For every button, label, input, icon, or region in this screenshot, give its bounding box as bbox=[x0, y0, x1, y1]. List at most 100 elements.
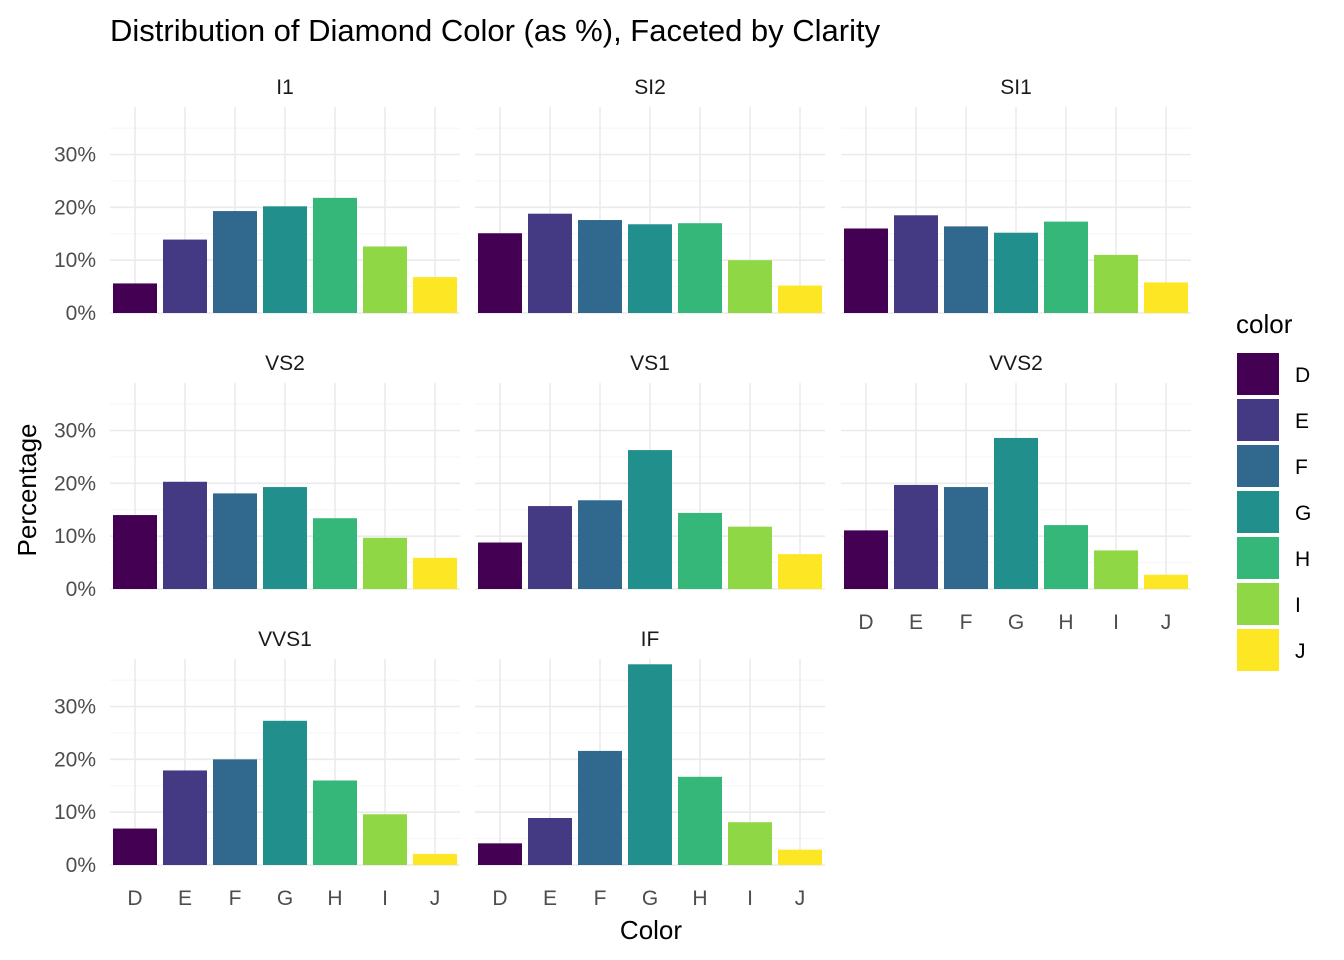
x-tick-label: J bbox=[795, 887, 806, 910]
y-tick-label: 30% bbox=[54, 144, 96, 167]
bar-vvs1-j bbox=[413, 853, 457, 865]
y-tick-label: 10% bbox=[54, 525, 96, 548]
bar-vvs1-h bbox=[313, 780, 357, 865]
chart-title: Distribution of Diamond Color (as %), Fa… bbox=[110, 13, 881, 48]
bar-i1-d bbox=[113, 283, 157, 313]
bar-si1-g bbox=[994, 232, 1038, 313]
facet-label: VS1 bbox=[630, 352, 670, 375]
bar-vvs1-d bbox=[113, 828, 157, 865]
x-tick-label: E bbox=[178, 887, 192, 910]
bar-if-j bbox=[778, 849, 822, 865]
legend-key-i bbox=[1237, 583, 1279, 625]
facet-label: VS2 bbox=[265, 352, 305, 375]
x-tick-label: F bbox=[594, 887, 607, 910]
bar-si1-j bbox=[1144, 282, 1188, 313]
bar-vs1-g bbox=[628, 450, 672, 589]
legend-key-g bbox=[1237, 491, 1279, 533]
bar-vvs2-f bbox=[944, 487, 988, 589]
facet-panel-vvs1: VVS1 0% 10% 20% 30% D E F G H I J bbox=[54, 628, 460, 910]
bar-vs1-h bbox=[678, 512, 722, 589]
legend-key-d bbox=[1237, 353, 1279, 395]
facet-label: VVS1 bbox=[258, 628, 312, 651]
legend-key-h bbox=[1237, 537, 1279, 579]
bar-vs1-j bbox=[778, 554, 822, 589]
bar-si2-j bbox=[778, 285, 822, 313]
x-tick-label: D bbox=[127, 887, 142, 910]
legend-title: color bbox=[1236, 309, 1293, 339]
legend-key-f bbox=[1237, 445, 1279, 487]
x-tick-label: G bbox=[277, 887, 293, 910]
facet-panel-si1: SI1 bbox=[841, 76, 1191, 314]
y-tick-label: 20% bbox=[54, 196, 96, 219]
bar-vs1-d bbox=[478, 542, 522, 589]
bar-if-g bbox=[628, 664, 672, 865]
x-tick-label: D bbox=[492, 887, 507, 910]
bar-si1-e bbox=[894, 215, 938, 313]
bar-i1-h bbox=[313, 197, 357, 313]
x-tick-label: I bbox=[1113, 611, 1119, 634]
facet-panel-vs2: VS2 0% 10% 20% 30% bbox=[54, 352, 460, 601]
x-tick-label: I bbox=[382, 887, 388, 910]
bar-si2-f bbox=[578, 220, 622, 313]
bar-i1-j bbox=[413, 277, 457, 313]
bar-si1-f bbox=[944, 226, 988, 313]
x-tick-label: J bbox=[1161, 611, 1172, 634]
bar-vs1-i bbox=[728, 526, 772, 589]
x-tick-label: J bbox=[430, 887, 441, 910]
y-tick-label: 20% bbox=[54, 748, 96, 771]
facet-label: VVS2 bbox=[989, 352, 1043, 375]
bar-vvs2-e bbox=[894, 484, 938, 589]
facet-panel-vvs2: VVS2 D E F G H I J bbox=[841, 352, 1191, 634]
bar-if-h bbox=[678, 776, 722, 865]
x-tick-label: G bbox=[1008, 611, 1024, 634]
bar-i1-e bbox=[163, 239, 207, 313]
legend-label: F bbox=[1295, 456, 1308, 479]
bar-vvs1-g bbox=[263, 720, 307, 865]
facet-label: SI2 bbox=[634, 76, 666, 99]
x-tick-label: D bbox=[858, 611, 873, 634]
bar-vvs2-d bbox=[844, 530, 888, 589]
legend-key-e bbox=[1237, 399, 1279, 441]
legend-key-j bbox=[1237, 629, 1279, 671]
legend-label: D bbox=[1295, 364, 1310, 387]
bar-vs2-d bbox=[113, 515, 157, 589]
y-tick-label: 10% bbox=[54, 249, 96, 272]
bar-vs1-f bbox=[578, 500, 622, 589]
facet-label: SI1 bbox=[1000, 76, 1032, 99]
bar-vs2-f bbox=[213, 493, 257, 589]
bar-if-f bbox=[578, 750, 622, 865]
y-tick-label: 30% bbox=[54, 420, 96, 443]
bar-vvs2-i bbox=[1094, 550, 1138, 589]
bar-vvs1-f bbox=[213, 759, 257, 865]
facet-label: IF bbox=[641, 628, 660, 651]
y-tick-label: 10% bbox=[54, 801, 96, 824]
legend-label: J bbox=[1295, 640, 1306, 663]
bar-si2-i bbox=[728, 260, 772, 313]
y-tick-label: 0% bbox=[66, 854, 96, 877]
bar-si2-d bbox=[478, 233, 522, 313]
facet-panel-si2: SI2 bbox=[475, 76, 825, 314]
facet-panel-vs1: VS1 bbox=[475, 352, 825, 590]
bar-vvs1-e bbox=[163, 770, 207, 865]
facet-panel-i1: I1 0% 10% 20% 30% bbox=[54, 76, 460, 325]
bar-vs2-h bbox=[313, 518, 357, 589]
facet-panels: I 10% 10% 20% 30% SI2 SI1 VS2 0% 10% 20% 30% VS1 VVS2… bbox=[54, 76, 1191, 910]
bar-if-e bbox=[528, 817, 572, 865]
bar-vs2-j bbox=[413, 557, 457, 589]
x-tick-label: E bbox=[909, 611, 923, 634]
legend-label: H bbox=[1295, 548, 1310, 571]
x-axis-title: Color bbox=[620, 915, 682, 945]
bar-vvs2-g bbox=[994, 437, 1038, 589]
bar-vvs2-j bbox=[1144, 574, 1188, 589]
legend-label: I bbox=[1295, 594, 1301, 617]
facet-panel-if: IF D E F G H I J bbox=[475, 628, 825, 910]
bar-vs2-e bbox=[163, 481, 207, 589]
y-tick-label: 0% bbox=[66, 578, 96, 601]
bar-vvs1-i bbox=[363, 814, 407, 865]
x-tick-label: F bbox=[960, 611, 973, 634]
x-tick-label: H bbox=[327, 887, 342, 910]
legend-label: E bbox=[1295, 410, 1309, 433]
bar-si2-g bbox=[628, 224, 672, 313]
